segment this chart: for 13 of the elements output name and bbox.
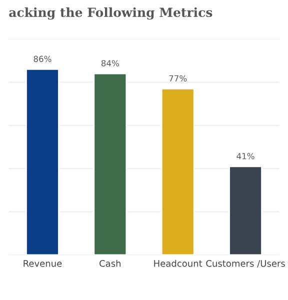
- x-tick-label: Headcount: [154, 260, 202, 267]
- data-label: 86%: [34, 56, 52, 62]
- bar: [26, 68, 60, 255]
- bar: [228, 166, 262, 255]
- chart-title: acking the Following Metrics: [9, 7, 212, 20]
- x-tick-label: Customers /Users: [206, 260, 285, 268]
- bar: [160, 88, 195, 255]
- x-tick-label: Cash: [100, 260, 121, 267]
- data-label: 84%: [101, 60, 119, 66]
- x-tick-label: Revenue: [24, 260, 62, 267]
- bar: [93, 72, 128, 255]
- data-label: 41%: [236, 152, 254, 160]
- data-label: 77%: [169, 75, 187, 82]
